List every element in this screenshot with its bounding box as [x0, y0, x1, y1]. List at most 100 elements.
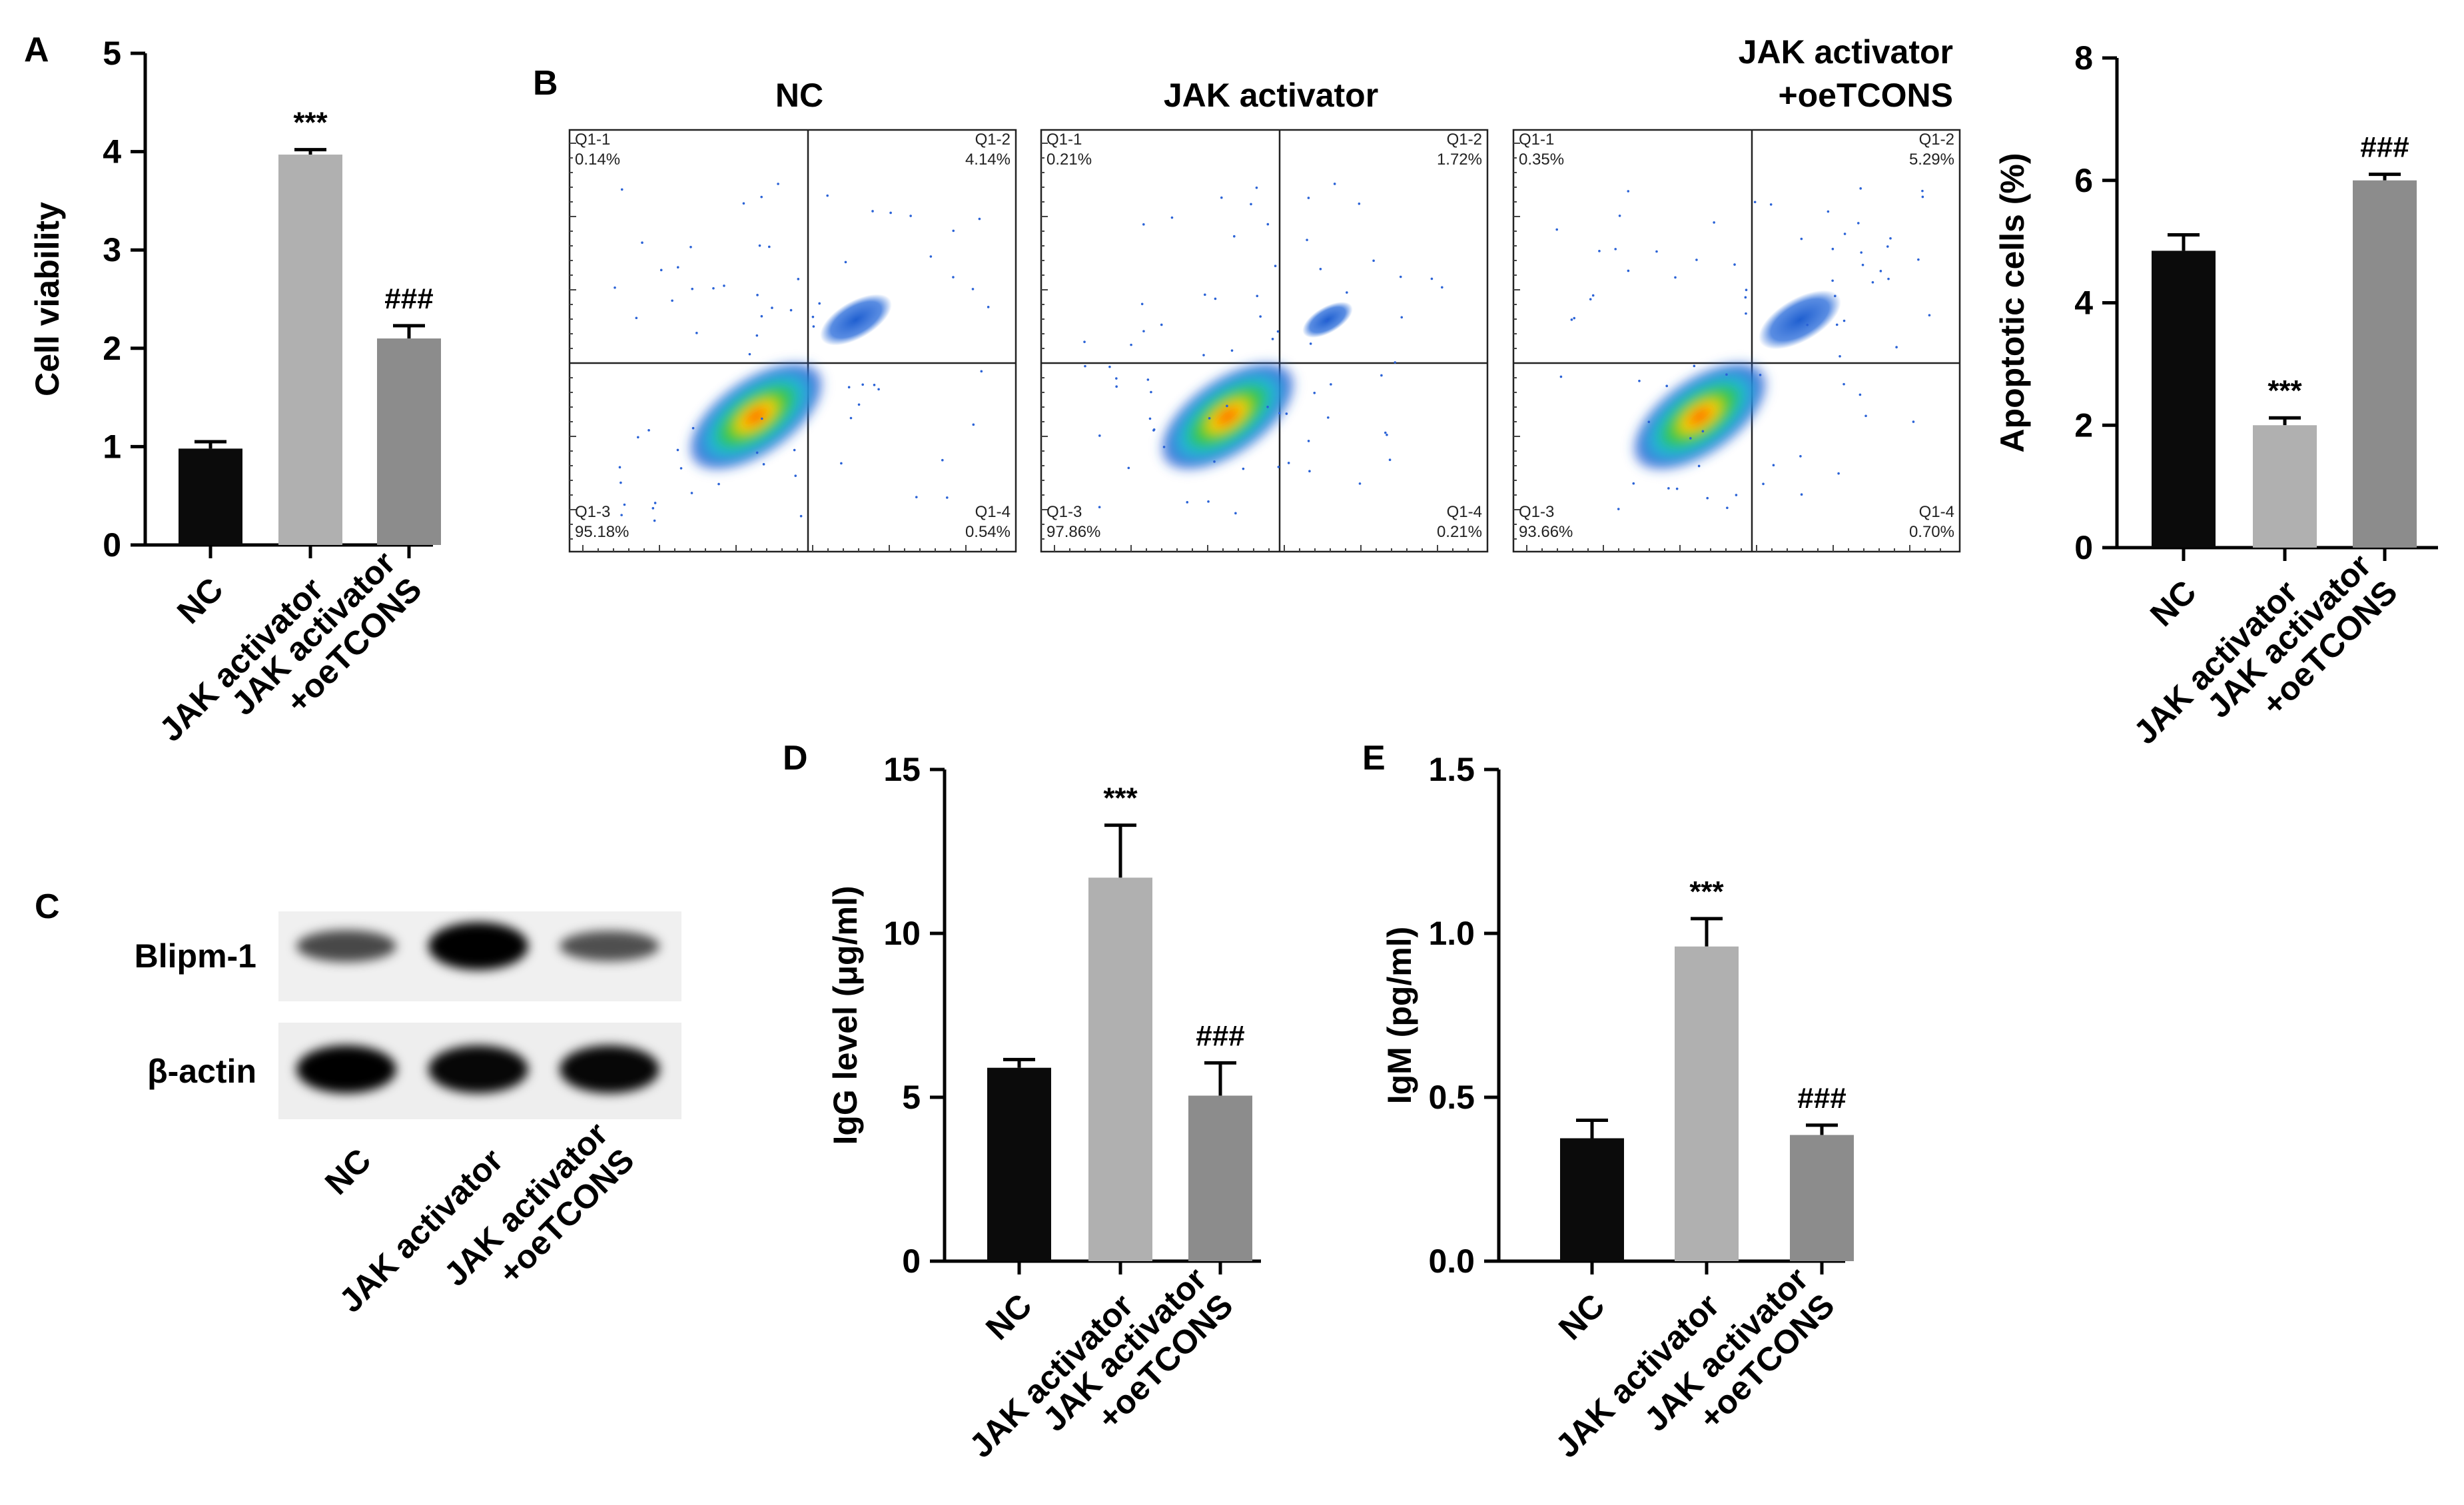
- quadrant-name: Q1-2: [1447, 131, 1482, 149]
- event-dot: [695, 332, 698, 334]
- event-dot: [915, 496, 918, 498]
- event-dot: [1394, 361, 1397, 364]
- significance-mark: ***: [2267, 374, 2302, 407]
- event-dot: [1333, 183, 1336, 185]
- panel-letter-d: D: [783, 739, 808, 777]
- event-dot: [1864, 414, 1867, 418]
- y-tick-label: 3: [103, 231, 121, 268]
- event-dot: [980, 370, 983, 373]
- event-dot: [1330, 383, 1332, 386]
- event-dot: [929, 255, 933, 258]
- event-dot: [1127, 466, 1130, 470]
- event-dot: [1307, 197, 1310, 199]
- event-dot: [1753, 201, 1757, 204]
- event-dot: [1759, 374, 1762, 376]
- event-dot: [1799, 454, 1802, 458]
- event-dot: [1399, 275, 1402, 278]
- y-axis-label: Apoptotic cells (%): [1994, 153, 2031, 452]
- bar: [377, 338, 441, 545]
- event-dot: [1152, 429, 1155, 432]
- event-dot: [1665, 384, 1669, 388]
- bar: [987, 1067, 1051, 1261]
- event-dot: [1725, 373, 1728, 376]
- event-dot: [635, 316, 638, 320]
- event-dot: [978, 217, 981, 221]
- event-dot: [1226, 404, 1228, 408]
- bar: [2253, 425, 2317, 548]
- quadrant-name: Q1-1: [1046, 131, 1082, 149]
- blot-band: [428, 922, 528, 970]
- quadrant-name: Q1-3: [1046, 503, 1082, 521]
- bar: [1088, 877, 1152, 1261]
- blot-x-label: JAK activator+oeTCONS: [437, 1115, 641, 1320]
- event-dot: [873, 384, 876, 386]
- event-dot: [1859, 187, 1862, 190]
- significance-mark: ###: [2360, 131, 2409, 164]
- y-tick-label: 4: [103, 133, 121, 171]
- significance-mark: ###: [384, 282, 433, 315]
- blot-band: [560, 931, 659, 961]
- quadrant-percent: 4.14%: [965, 151, 1011, 169]
- cell-population-live: [1631, 360, 1769, 472]
- quadrant-percent: 0.35%: [1519, 151, 1564, 169]
- event-dot: [1207, 500, 1210, 503]
- y-tick-label: 8: [2074, 39, 2093, 77]
- event-dot: [1148, 417, 1152, 420]
- event-dot: [1208, 417, 1211, 420]
- event-dot: [1689, 437, 1692, 440]
- flow-panel-title: JAK activator: [1164, 77, 1378, 114]
- event-dot: [847, 386, 851, 389]
- event-dot: [1772, 464, 1775, 467]
- event-dot: [844, 260, 847, 264]
- y-tick-label: 0.5: [1428, 1079, 1475, 1116]
- event-dot: [1274, 264, 1277, 268]
- event-dot: [647, 429, 650, 432]
- blot-label-blipm1: Blipm-1: [135, 937, 256, 975]
- event-dot: [1278, 412, 1281, 414]
- event-dot: [1697, 464, 1701, 468]
- flow-plot-frame: [1512, 129, 1961, 553]
- event-dot: [1835, 323, 1839, 326]
- event-dot: [1860, 251, 1863, 254]
- flow-panel: JAK activator Q1-1 0.21% Q1-2 1.72% Q1-3 97.86…: [1040, 77, 1489, 553]
- event-dot: [793, 448, 796, 452]
- event-dot: [760, 195, 763, 199]
- event-dot: [1843, 319, 1846, 322]
- event-dot: [1084, 364, 1086, 368]
- event-dot: [1307, 440, 1310, 442]
- quadrant-name: Q1-1: [575, 131, 610, 149]
- event-dot: [1358, 202, 1361, 205]
- event-dot: [1806, 323, 1809, 326]
- flow-panel-title: NC: [775, 77, 823, 114]
- event-dot: [1667, 487, 1670, 490]
- y-tick-label: 1.0: [1428, 915, 1475, 952]
- event-dot: [1319, 267, 1322, 270]
- event-dot: [799, 514, 803, 518]
- event-dot: [1886, 245, 1889, 248]
- x-tick-label: NC: [170, 570, 230, 631]
- event-dot: [1695, 258, 1698, 261]
- event-dot: [712, 286, 715, 290]
- event-dot: [857, 403, 861, 406]
- blot-band: [296, 930, 396, 962]
- event-dot: [941, 458, 944, 462]
- event-dot: [691, 426, 695, 430]
- event-dot: [1306, 239, 1308, 241]
- event-dot: [1098, 434, 1101, 437]
- event-dot: [1837, 472, 1840, 475]
- y-axis-label: IgM (pg/ml): [1381, 927, 1418, 1105]
- event-dot: [1162, 446, 1166, 448]
- bar: [2353, 180, 2417, 548]
- event-dot: [987, 306, 990, 308]
- event-dot: [1140, 302, 1144, 306]
- event-dot: [840, 462, 843, 465]
- event-dot: [1843, 233, 1847, 235]
- bar: [1675, 946, 1739, 1261]
- event-dot: [1313, 391, 1316, 394]
- event-dot: [1895, 346, 1898, 348]
- event-dot: [1638, 379, 1641, 382]
- event-dot: [723, 284, 725, 287]
- event-dot: [797, 278, 800, 280]
